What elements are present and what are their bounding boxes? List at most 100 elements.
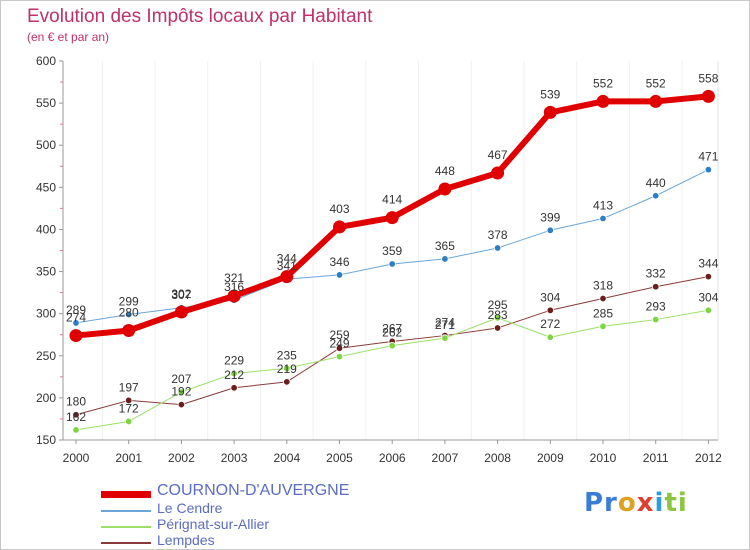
data-point	[69, 329, 83, 343]
data-label: 403	[329, 202, 349, 216]
data-label: 235	[277, 348, 297, 362]
data-point	[599, 294, 607, 303]
x-tick-label: 2007	[432, 451, 459, 465]
data-point	[124, 310, 133, 319]
data-label: 341	[277, 259, 297, 273]
x-tick-label: 2006	[379, 451, 406, 465]
data-point	[385, 211, 399, 225]
data-label: 448	[435, 164, 455, 178]
data-point	[546, 306, 554, 314]
data-point	[72, 319, 80, 327]
data-label: 207	[171, 372, 191, 386]
data-point	[388, 341, 396, 350]
x-tick-label: 2002	[168, 451, 195, 465]
data-label: 304	[540, 290, 560, 304]
x-tick-label: 2008	[484, 451, 511, 465]
legend-swatch	[101, 491, 151, 498]
data-point	[72, 426, 80, 434]
x-tick-label: 2001	[115, 451, 142, 465]
data-label: 285	[593, 306, 613, 320]
data-label: 212	[224, 368, 244, 382]
data-point	[704, 306, 713, 314]
data-label: 267	[382, 321, 402, 335]
data-point	[441, 334, 449, 342]
data-point	[227, 289, 241, 303]
data-point	[649, 94, 663, 108]
data-point	[177, 388, 186, 396]
data-label: 552	[646, 76, 666, 90]
legend-swatch	[101, 510, 151, 512]
data-label: 162	[66, 410, 86, 424]
legend-label: Lempdes	[157, 532, 215, 548]
data-label: 413	[593, 198, 613, 212]
data-point	[493, 244, 502, 252]
data-point	[124, 396, 133, 405]
data-point	[335, 271, 344, 279]
y-tick-label: 450	[36, 180, 56, 194]
data-label: 321	[224, 271, 244, 285]
x-tick-label: 2012	[695, 451, 722, 465]
data-label: 440	[646, 176, 666, 190]
proxiti-logo: Proxiti	[584, 488, 688, 518]
data-point	[704, 165, 713, 174]
y-tick-label: 350	[36, 265, 56, 279]
logo-part: x	[636, 488, 655, 518]
x-tick-label: 2011	[643, 451, 669, 465]
data-point	[230, 369, 238, 378]
data-point	[333, 220, 346, 234]
data-point	[124, 417, 133, 426]
data-label: 219	[277, 362, 297, 376]
data-label: 332	[646, 267, 666, 281]
data-label: 197	[119, 380, 139, 394]
x-tick-label: 2000	[63, 451, 90, 465]
data-label: 262	[382, 326, 402, 340]
data-point	[438, 182, 452, 196]
data-point	[493, 324, 502, 332]
data-point	[493, 314, 502, 322]
data-label: 552	[593, 76, 613, 90]
data-point	[441, 255, 449, 263]
logo-part: Pr	[584, 488, 618, 518]
data-label: 274	[66, 311, 86, 325]
data-point	[599, 214, 607, 223]
data-point	[122, 324, 136, 338]
data-point	[283, 378, 291, 386]
y-tick-label: 200	[36, 391, 56, 405]
data-label: 289	[66, 303, 86, 317]
logo-part: ti	[664, 488, 688, 518]
data-label: 318	[593, 279, 613, 293]
data-label: 414	[382, 193, 402, 207]
data-point	[335, 344, 344, 352]
data-label: 359	[382, 244, 402, 258]
data-point	[335, 352, 344, 361]
data-label: 229	[224, 353, 244, 367]
data-label: 180	[66, 395, 86, 409]
data-point	[283, 364, 291, 373]
data-point	[596, 94, 610, 108]
data-label: 399	[540, 210, 560, 224]
y-tick-label: 600	[36, 54, 56, 68]
data-label: 344	[698, 257, 718, 271]
data-point	[177, 400, 186, 409]
x-tick-label: 2010	[590, 451, 617, 465]
data-label: 316	[224, 280, 244, 294]
data-point	[546, 226, 554, 234]
y-tick-label: 150	[36, 433, 56, 447]
data-label: 172	[119, 401, 139, 415]
data-label: 274	[435, 316, 455, 330]
data-label: 192	[171, 385, 191, 399]
y-tick-label: 400	[36, 222, 56, 236]
data-label: 346	[329, 255, 349, 269]
data-point	[704, 272, 713, 281]
legend-swatch	[101, 526, 151, 528]
chart-title: Evolution des Impôts locaux par Habitant	[27, 6, 373, 27]
data-label: 295	[488, 298, 508, 312]
data-point	[280, 270, 294, 284]
data-label: 249	[329, 337, 349, 351]
x-tick-label: 2005	[326, 451, 353, 465]
legend-label: Le Cendre	[157, 500, 223, 516]
data-label: 299	[119, 295, 139, 309]
data-label: 283	[488, 308, 508, 322]
